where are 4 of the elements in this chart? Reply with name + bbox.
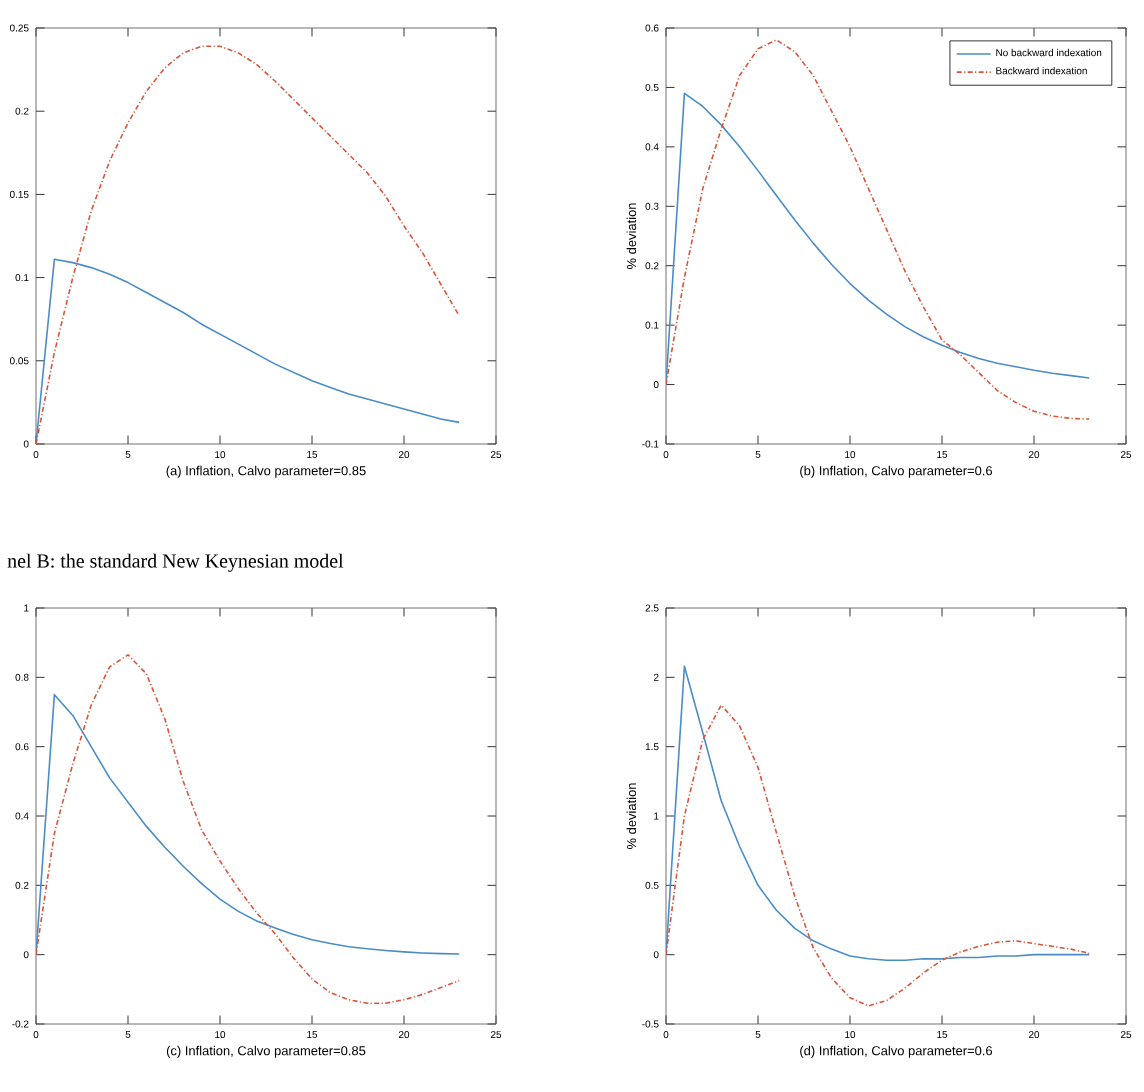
- line-series: [36, 654, 460, 1004]
- line-series: [666, 704, 1091, 1007]
- chart-title: nel B: the standard New Keynesian model: [7, 553, 344, 572]
- line-series: [666, 92, 1091, 386]
